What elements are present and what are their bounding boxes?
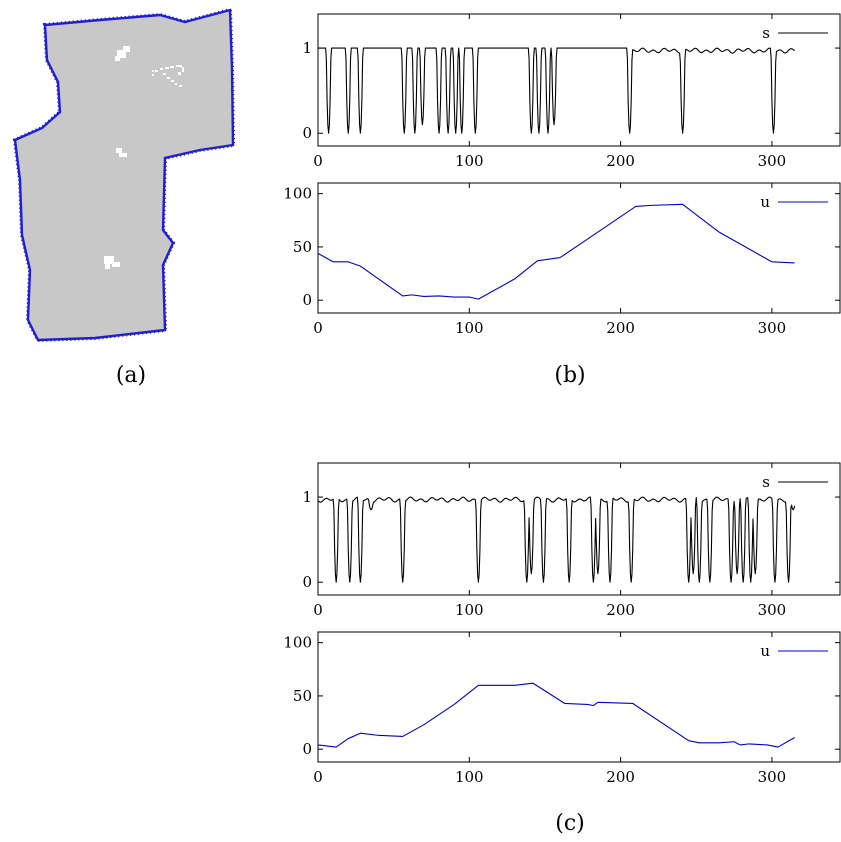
obstacle-hole	[182, 67, 184, 72]
plot-frame	[317, 631, 841, 763]
y-tick-label: 1	[302, 488, 312, 506]
plot-c-u: 0 100 200 300 0 50 100 u	[283, 631, 841, 786]
obstacle-hole	[116, 148, 122, 153]
x-tick-label: 300	[758, 152, 787, 170]
x-tick-label: 300	[758, 768, 787, 786]
obstacle-hole	[167, 77, 170, 79]
obstacle-hole	[170, 66, 174, 68]
x-tick-label: 100	[455, 152, 484, 170]
obstacle-hole	[176, 65, 182, 67]
series-line-u	[317, 682, 795, 748]
x-tick-label: 100	[455, 319, 484, 337]
obstacle-hole	[155, 70, 158, 72]
x-tick-label: 200	[606, 768, 635, 786]
y-tick-label: 100	[283, 634, 312, 652]
y-tick-label: 0	[302, 291, 312, 309]
obstacle-hole	[115, 56, 120, 61]
obstacle-hole	[163, 73, 166, 75]
series-line-s	[317, 496, 796, 583]
obstacle-hole	[152, 74, 154, 76]
obstacle-hole	[117, 50, 126, 58]
x-tick-label: 200	[606, 152, 635, 170]
y-tick-label: 50	[293, 238, 312, 256]
caption-c: (c)	[555, 811, 585, 836]
x-tick-label: 300	[758, 319, 787, 337]
obstacle-hole	[123, 46, 130, 52]
obstacle-hole	[175, 83, 177, 85]
plot-frame	[317, 462, 841, 596]
plot-b-s: 0 100 200 300 0 1 s	[302, 13, 841, 170]
x-tick-label: 200	[606, 601, 635, 619]
x-tick-label: 200	[606, 319, 635, 337]
obstacle-hole	[112, 262, 120, 267]
plot-c-s: 0 100 200 300 0 1 s	[302, 462, 841, 619]
x-tick-label: 0	[313, 601, 323, 619]
y-tick-label: 0	[302, 124, 312, 142]
y-tick-label: 0	[302, 740, 312, 758]
x-tick-label: 0	[313, 768, 323, 786]
obstacle-hole	[165, 67, 169, 69]
obstacle-hole	[160, 68, 163, 70]
obstacle-hole	[178, 72, 181, 75]
series-line-s	[318, 47, 795, 134]
x-tick-label: 0	[313, 319, 323, 337]
legend-label: u	[760, 193, 770, 211]
plot-b-u: 0 100 200 300 0 50 100 u	[283, 182, 841, 337]
obstacle-hole	[152, 70, 154, 72]
legend-label: s	[762, 24, 770, 42]
free-space-region	[13, 8, 235, 342]
plot-frame	[317, 182, 841, 314]
legend-label: u	[760, 642, 770, 660]
y-tick-label: 0	[302, 573, 312, 591]
obstacle-hole	[119, 153, 127, 157]
caption-b: (b)	[554, 363, 585, 388]
y-tick-label: 100	[283, 185, 312, 203]
series-line-u	[317, 203, 795, 300]
obstacle-hole	[171, 80, 174, 82]
obstacle-hole	[179, 85, 182, 87]
y-tick-label: 1	[302, 39, 312, 57]
x-tick-label: 100	[455, 768, 484, 786]
x-tick-label: 100	[455, 601, 484, 619]
x-tick-label: 300	[758, 601, 787, 619]
y-tick-label: 50	[293, 687, 312, 705]
obstacle-hole	[104, 256, 114, 264]
obstacle-hole	[105, 264, 110, 269]
plot-frame	[317, 13, 841, 147]
x-tick-label: 0	[313, 152, 323, 170]
floor-plan-map	[12, 7, 236, 343]
obstacle-holes	[104, 46, 184, 269]
caption-a: (a)	[116, 363, 146, 388]
legend-label: s	[762, 473, 770, 491]
